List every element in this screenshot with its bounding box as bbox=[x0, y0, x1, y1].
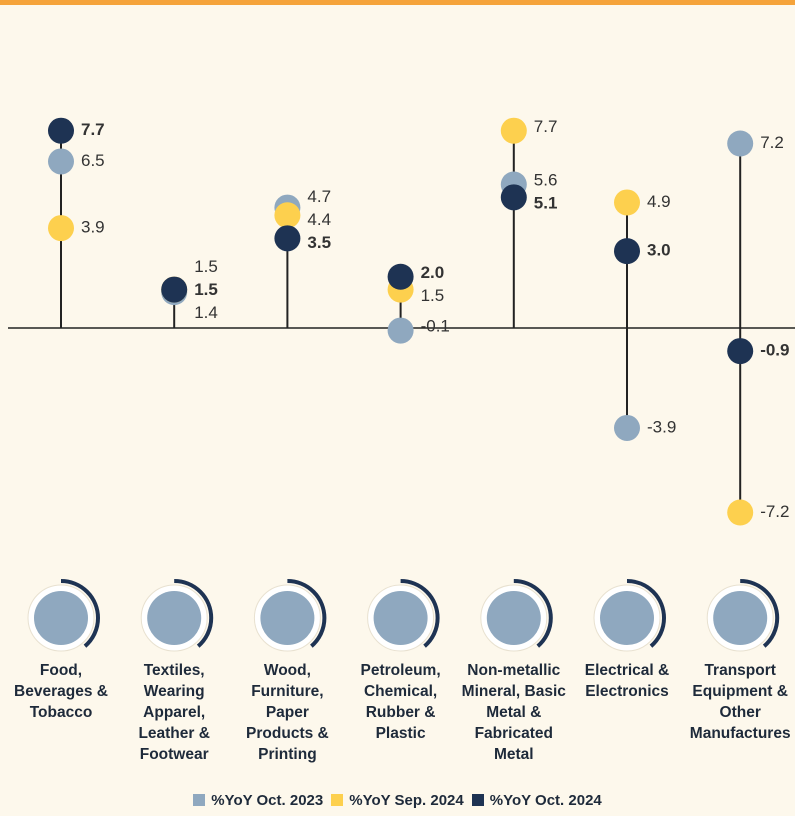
value-label: 3.5 bbox=[307, 233, 331, 252]
icon-ring bbox=[474, 579, 553, 657]
value-label: 4.4 bbox=[307, 210, 331, 229]
legend-label: %YoY Sep. 2024 bbox=[349, 792, 464, 809]
value-label: 3.0 bbox=[647, 241, 671, 260]
category-label: Non-metallic Mineral, Basic Metal & Fabr… bbox=[461, 662, 566, 763]
value-label: 6.5 bbox=[81, 151, 105, 170]
legend-swatch bbox=[471, 794, 484, 806]
dot bbox=[614, 414, 640, 441]
value-label: 1.4 bbox=[194, 303, 218, 322]
dot bbox=[387, 263, 414, 290]
value-label: 3.9 bbox=[81, 218, 105, 237]
value-label: 1.5 bbox=[194, 257, 218, 276]
value-label: -0.9 bbox=[760, 341, 789, 360]
icon bbox=[486, 591, 541, 645]
dot bbox=[727, 499, 754, 526]
top-bar bbox=[0, 0, 795, 5]
dot bbox=[48, 117, 74, 144]
dot bbox=[48, 148, 74, 175]
legend-swatch bbox=[331, 794, 344, 806]
dot bbox=[614, 189, 640, 216]
legend-swatch bbox=[193, 794, 206, 806]
icon bbox=[373, 591, 428, 645]
legend-label: %YoY Oct. 2023 bbox=[211, 792, 324, 809]
icon bbox=[147, 591, 202, 645]
legend-item: %YoY Sep. 2024 bbox=[331, 792, 464, 809]
icon bbox=[713, 591, 768, 645]
dot bbox=[48, 215, 74, 242]
icon-ring bbox=[361, 579, 440, 657]
dot bbox=[727, 338, 754, 365]
category-label: Electrical & Electronics bbox=[584, 662, 670, 700]
category-label: Textiles, Wearing Apparel, Leather & Foo… bbox=[138, 662, 210, 763]
dot bbox=[500, 117, 527, 144]
value-label: 5.6 bbox=[534, 171, 558, 190]
value-label: 5.1 bbox=[534, 194, 558, 213]
dot bbox=[500, 184, 527, 211]
category-label: Petroleum, Chemical, Rubber & Plastic bbox=[360, 662, 441, 742]
icon-ring bbox=[135, 579, 214, 657]
icon-ring bbox=[588, 579, 666, 657]
value-label: 7.7 bbox=[81, 120, 105, 139]
legend: %YoY Oct. 2023 %YoY Sep. 2024 %YoY Oct. 20… bbox=[0, 792, 795, 809]
dot bbox=[614, 238, 640, 265]
category-label: Food, Beverages & Tobacco bbox=[14, 662, 108, 721]
icon bbox=[600, 591, 654, 645]
value-label: -3.9 bbox=[647, 417, 676, 436]
icon bbox=[260, 591, 315, 645]
icon-ring bbox=[701, 579, 780, 657]
value-label: -7.2 bbox=[760, 502, 789, 521]
legend-item: %YoY Oct. 2024 bbox=[471, 792, 602, 809]
category-label: Transport Equipment & Other Manufactures bbox=[689, 662, 791, 742]
value-label: 1.5 bbox=[194, 280, 218, 299]
icon bbox=[34, 591, 88, 645]
icon-ring bbox=[248, 579, 327, 657]
value-label: 4.7 bbox=[307, 187, 331, 206]
value-label: 2.0 bbox=[421, 263, 445, 282]
legend-label: %YoY Oct. 2024 bbox=[489, 792, 602, 809]
value-label: 1.5 bbox=[421, 286, 445, 305]
dot bbox=[274, 202, 301, 229]
value-label: -0.1 bbox=[421, 317, 450, 336]
value-label: 4.9 bbox=[647, 192, 671, 211]
value-label: 7.7 bbox=[534, 117, 558, 136]
icon-ring bbox=[22, 579, 100, 657]
value-label: 7.2 bbox=[760, 133, 784, 152]
dot bbox=[387, 317, 414, 344]
legend-item: %YoY Oct. 2023 bbox=[193, 792, 323, 809]
dot bbox=[274, 225, 301, 252]
dot bbox=[727, 130, 754, 157]
category-label: Wood, Furniture, Paper Products & Printi… bbox=[246, 662, 329, 763]
dot bbox=[161, 276, 188, 303]
